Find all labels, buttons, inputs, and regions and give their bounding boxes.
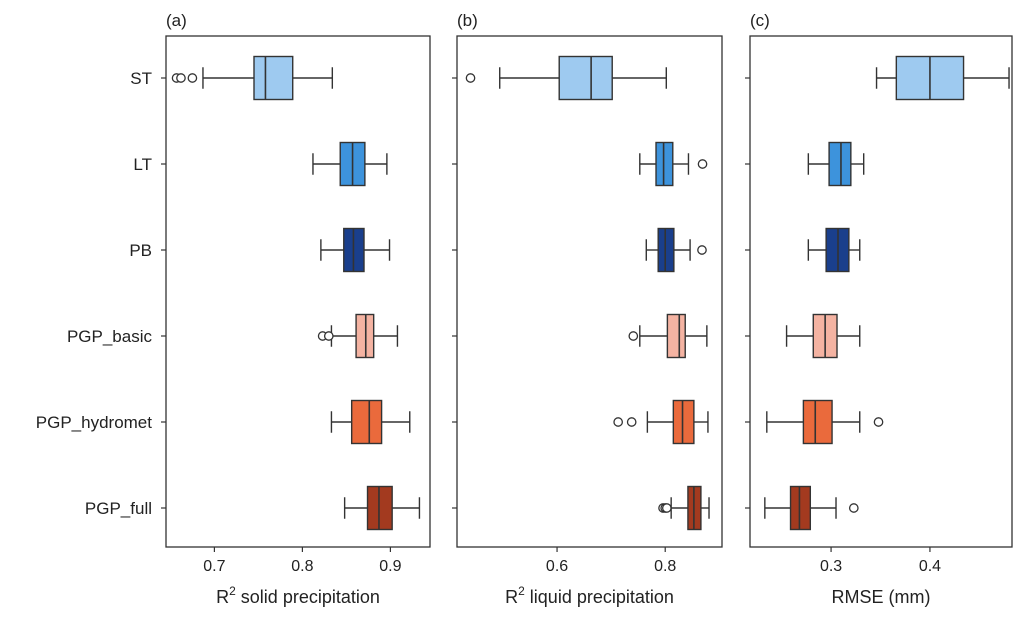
outlier-point (697, 159, 708, 169)
y-tick-label: LT (133, 155, 152, 174)
panel-1: (a) ST LT PB PGP_basic PGP_hydromet PGP_full 0.… (36, 11, 431, 607)
outlier-point (628, 331, 639, 341)
panel-2: (b) 0.6 0.8 R2 liquid precipitation (452, 11, 723, 607)
x-tick-label: 0.9 (379, 558, 401, 575)
x-axis-label: R2 liquid precipitation (505, 584, 674, 607)
outlier-point (626, 417, 637, 427)
box-pgp-basic (628, 313, 708, 359)
outlier-point (613, 417, 624, 427)
box-iqr (655, 141, 674, 187)
x-tick-label: 0.3 (820, 558, 842, 575)
outlier-point (661, 503, 672, 513)
x-axis-label: RMSE (mm) (832, 587, 931, 607)
box-pb (645, 227, 707, 273)
box-iqr (789, 485, 812, 531)
x-tick-label: 0.7 (203, 558, 225, 575)
box-pgp-full (658, 485, 710, 531)
box-iqr (657, 227, 675, 273)
x-tick-label: 0.8 (291, 558, 313, 575)
panel-3: (c) 0.3 0.4 RMSE (mm) (745, 11, 1013, 607)
panel-label: (c) (750, 11, 770, 30)
x-tick-label: 0.4 (919, 558, 941, 575)
box-iqr (253, 55, 294, 101)
box-pgp-basic (785, 313, 861, 359)
outlier-point (697, 245, 707, 255)
box-st (465, 55, 667, 101)
box-iqr (828, 141, 852, 187)
outlier-point (465, 73, 476, 83)
box-pgp-hydromet (766, 399, 884, 445)
box-pb (807, 227, 861, 273)
box-pgp-hydromet (613, 399, 709, 445)
box-pgp-basic (317, 313, 399, 359)
y-tick-label: PB (129, 241, 152, 260)
outlier-point (187, 73, 198, 83)
box-st (171, 55, 334, 101)
box-iqr (355, 313, 375, 359)
panel-label: (a) (166, 11, 187, 30)
outlier-point (848, 503, 859, 513)
panel-label: (b) (457, 11, 478, 30)
plot-frame (165, 35, 431, 548)
y-tick-label: PGP_hydromet (36, 413, 152, 432)
box-st (875, 55, 1010, 101)
plot-frame (456, 35, 723, 548)
x-tick-label: 0.8 (654, 558, 676, 575)
box-iqr (558, 55, 613, 101)
outlier-point (873, 417, 884, 427)
x-axis-label: R2 solid precipitation (216, 584, 380, 607)
outlier-point (323, 331, 334, 341)
box-iqr (350, 399, 383, 445)
y-tick-label: PGP_basic (67, 327, 153, 346)
x-tick-label: 0.6 (546, 558, 568, 575)
outlier-point (176, 73, 186, 83)
box-iqr (366, 485, 393, 531)
box-iqr (672, 399, 695, 445)
box-lt (639, 141, 708, 187)
plot-frame (749, 35, 1013, 548)
box-lt (807, 141, 865, 187)
box-iqr (802, 399, 833, 445)
box-pb (320, 227, 391, 273)
box-iqr (666, 313, 686, 359)
y-tick-label: ST (130, 69, 152, 88)
box-pgp-hydromet (330, 399, 411, 445)
box-lt (312, 141, 388, 187)
box-pgp-full (343, 485, 421, 531)
y-tick-label: PGP_full (85, 499, 152, 518)
box-pgp-full (764, 485, 859, 531)
